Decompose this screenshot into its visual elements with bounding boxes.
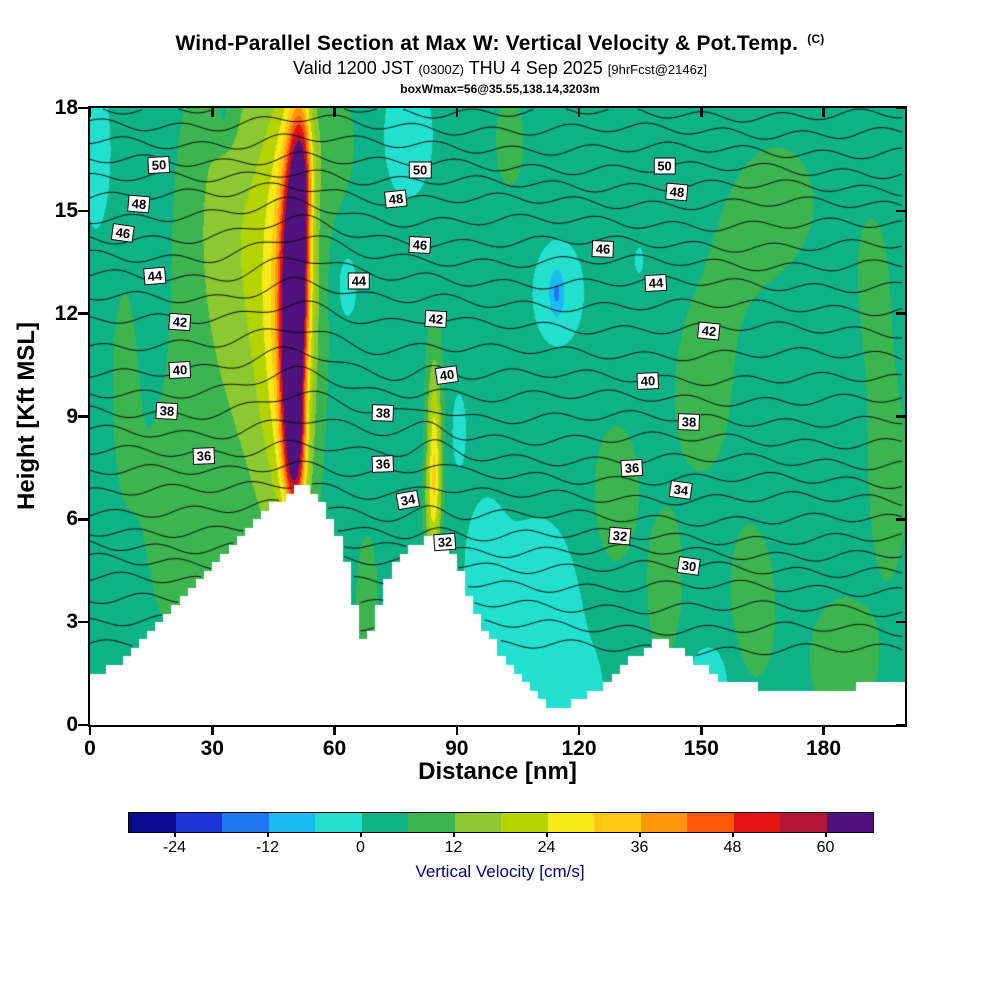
theta-contour-label: 50 [408, 161, 432, 179]
colorbar-segment [547, 813, 594, 832]
valid-time-line: Valid 1200 JST (0300Z) THU 4 Sep 2025 [9… [0, 58, 1000, 79]
colorbar-segment [687, 813, 734, 832]
colorbar [128, 812, 874, 833]
colorbar-tick-label: 0 [356, 839, 365, 856]
colorbar-segment [222, 813, 269, 832]
colorbar-tick-mark [545, 832, 548, 837]
x-tick-mark [700, 725, 703, 735]
colorbar-segment [594, 813, 641, 832]
chart-title-unit: (C) [807, 32, 825, 46]
theta-contour-label: 36 [192, 447, 216, 465]
x-tick-mark [211, 725, 214, 735]
colorbar-tick-mark [824, 832, 827, 837]
theta-contour-label: 44 [347, 272, 371, 290]
theta-contour-label: 48 [126, 194, 151, 214]
theta-contour-label: 50 [653, 157, 676, 175]
theta-contour-label: 38 [371, 404, 395, 422]
colorbar-segment [826, 813, 873, 832]
theta-contour-label: 34 [395, 490, 421, 511]
theta-contour-label: 42 [424, 309, 449, 328]
y-tick-label: 6 [66, 507, 78, 531]
theta-contour-label: 38 [677, 412, 701, 431]
theta-contour-label: 44 [143, 266, 168, 286]
colorbar-tick-mark [173, 832, 176, 837]
x-tick-mark [333, 725, 336, 735]
colorbar-segment [454, 813, 501, 832]
colorbar-tick-label: 36 [630, 839, 649, 856]
theta-contour-label: 46 [591, 239, 615, 258]
colorbar-tick-label: 60 [816, 839, 835, 856]
y-tick-label: 18 [54, 96, 78, 119]
colorbar-tick-mark [638, 832, 641, 837]
y-tick-mark [78, 620, 90, 624]
colorbar-segment [175, 813, 222, 832]
theta-contour-label: 34 [668, 480, 694, 501]
colorbar-segment [129, 813, 176, 832]
valid-time-prefix: Valid 1200 JST [293, 58, 414, 78]
valid-time-zulu: (0300Z) [418, 62, 464, 77]
theta-contour-label: 48 [664, 182, 689, 202]
y-tick-mark [78, 723, 90, 727]
colorbar-tick-mark [452, 832, 455, 837]
colorbar-segment [361, 813, 408, 832]
contour-labels-layer: 50 48 46 44 42 40 38 36 50 48 46 44 42 40 38 36 34 32 50 48… [90, 108, 905, 725]
theta-contour-label: 40 [434, 365, 459, 386]
theta-contour-label: 30 [676, 555, 702, 576]
x-tick-mark [88, 725, 92, 735]
colorbar-labels: -24 -12 0 12 24 36 48 60 [128, 832, 872, 866]
colorbar-tick-mark [359, 832, 362, 837]
boxwmax-line: boxWmax=56@35.55,138.14,3203m [400, 82, 600, 96]
y-axis-title: Height [Kft MSL] [13, 322, 40, 510]
y-tick-mark [78, 209, 90, 213]
y-tick-mark [78, 312, 90, 315]
theta-contour-label: 40 [636, 371, 660, 390]
theta-contour-label: 46 [408, 236, 432, 255]
forecast-hour-tag: [9hrFcst@2146z] [607, 62, 707, 77]
theta-contour-label: 50 [147, 155, 171, 174]
chart-title: Wind-Parallel Section at Max W: Vertical… [0, 32, 1000, 56]
colorbar-tick-label: 24 [537, 839, 556, 856]
colorbar-tick-label: -24 [162, 839, 187, 856]
y-tick-mark [78, 518, 90, 521]
theta-contour-label: 40 [167, 361, 192, 380]
colorbar-tick-label: 48 [723, 839, 742, 856]
colorbar-segment [780, 813, 827, 832]
y-tick-label: 0 [66, 713, 78, 736]
x-tick-mark [455, 725, 458, 735]
theta-contour-label: 32 [607, 527, 632, 546]
theta-contour-label: 48 [383, 189, 408, 209]
theta-contour-label: 42 [167, 312, 192, 332]
colorbar-tick-mark [266, 832, 269, 837]
x-tick-mark [577, 725, 581, 735]
theta-contour-label: 46 [110, 223, 135, 244]
colorbar-segment [501, 813, 548, 832]
colorbar-segment [268, 813, 315, 832]
cross-section-canvas [90, 108, 905, 725]
y-tick-mark [78, 415, 90, 418]
theta-contour-label: 32 [432, 532, 457, 551]
plot-area: 50 48 46 44 42 40 38 36 50 48 46 44 42 40 38 36 34 32 50 48… [88, 106, 907, 727]
x-tick-mark [822, 725, 825, 735]
valid-time-date: THU 4 Sep 2025 [468, 58, 603, 78]
theta-contour-label: 44 [644, 273, 669, 292]
y-tick-label: 3 [66, 610, 78, 634]
colorbar-segment [640, 813, 687, 832]
colorbar-segment [733, 813, 780, 832]
theta-contour-label: 36 [620, 458, 644, 477]
x-axis-title: Distance [nm] [418, 758, 577, 785]
chart-title-text: Wind-Parallel Section at Max W: Vertical… [175, 32, 799, 55]
colorbar-title: Vertical Velocity [cm/s] [415, 862, 585, 881]
theta-contour-label: 36 [371, 455, 395, 474]
y-tick-mark [78, 106, 90, 110]
colorbar-tick-label: 12 [444, 839, 463, 856]
theta-contour-label: 42 [697, 321, 722, 341]
theta-contour-label: 38 [155, 402, 180, 421]
colorbar-segment [408, 813, 455, 832]
colorbar-segment [315, 813, 362, 832]
colorbar-tick-mark [731, 832, 734, 837]
colorbar-tick-label: -12 [255, 839, 280, 856]
y-tick-label: 15 [54, 198, 78, 222]
